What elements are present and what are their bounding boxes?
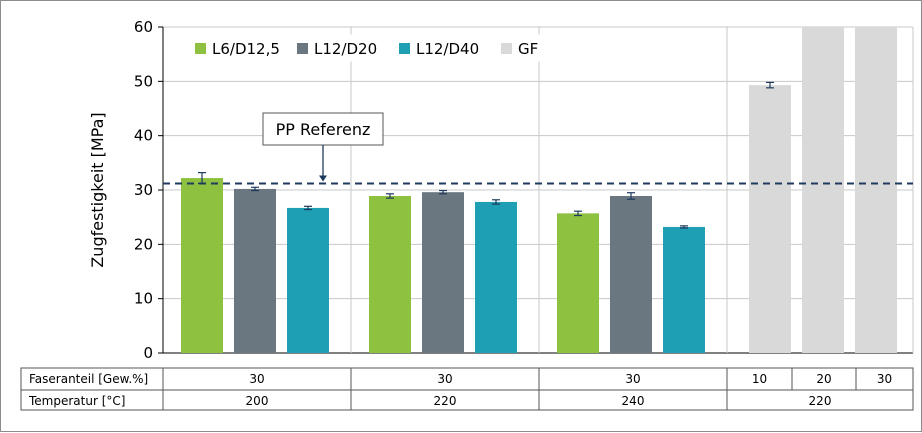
- bar-gf: [855, 27, 897, 353]
- table-cell-faseranteil: 30: [625, 372, 640, 386]
- bar-l12-d20: [234, 188, 276, 353]
- y-tick-label: 0: [143, 344, 153, 362]
- reference-callout: [262, 112, 384, 146]
- y-tick-label: 50: [134, 72, 153, 90]
- table-cell-temperatur: 200: [246, 394, 269, 408]
- table-cell-faseranteil: 30: [877, 372, 892, 386]
- table-row-label: Faseranteil [Gew.%]: [29, 372, 148, 386]
- y-axis-label: Zugfestigkeit [MPa]: [88, 112, 107, 267]
- legend-swatch: [297, 43, 308, 54]
- bar-l12-d20: [422, 192, 464, 353]
- table-cell-faseranteil: 30: [249, 372, 264, 386]
- legend-swatch: [195, 43, 206, 54]
- table-cell-faseranteil: 20: [816, 372, 831, 386]
- y-tick-label: 30: [134, 181, 153, 199]
- y-tick-label: 10: [134, 290, 153, 308]
- bar-l6-d12-5: [181, 178, 223, 353]
- legend-label: L12/D20: [314, 40, 377, 58]
- bar-l12-d40: [663, 226, 705, 353]
- bar-l6-d12-5: [557, 213, 599, 353]
- bar-l12-d40: [287, 207, 329, 353]
- reference-label: PP Referenz: [276, 120, 371, 139]
- bar-l12-d40: [475, 201, 517, 353]
- table-cell-temperatur: 240: [622, 394, 645, 408]
- legend-label: L12/D40: [416, 40, 479, 58]
- legend-label: L6/D12,5: [212, 40, 280, 58]
- y-tick-label: 20: [134, 235, 153, 253]
- bar-gf: [749, 85, 791, 354]
- reference-arrowhead: [319, 175, 327, 182]
- table-cell-temperatur: 220: [809, 394, 832, 408]
- bar-l6-d12-5: [369, 195, 411, 353]
- table-cell-faseranteil: 10: [752, 372, 767, 386]
- bar-l12-d20: [610, 195, 652, 353]
- table-row-label: Temperatur [°C]: [28, 394, 125, 408]
- legend-swatch: [501, 43, 512, 54]
- table-cell-faseranteil: 30: [437, 372, 452, 386]
- y-tick-label: 60: [134, 18, 153, 36]
- table-frame: [20, 367, 914, 411]
- legend-box: [186, 34, 558, 62]
- y-tick-label: 40: [134, 127, 153, 145]
- table-cell-temperatur: 220: [434, 394, 457, 408]
- legend-swatch: [399, 43, 410, 54]
- legend-label: GF: [518, 40, 538, 58]
- bar-gf: [802, 27, 844, 353]
